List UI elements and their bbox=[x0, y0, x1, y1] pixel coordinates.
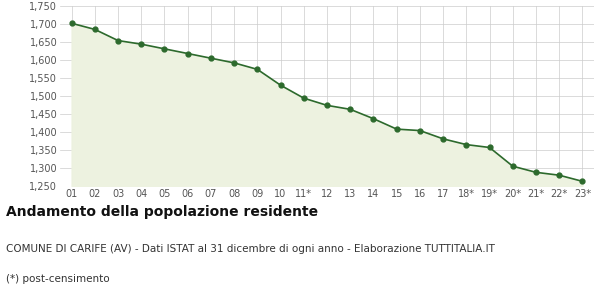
Text: (*) post-censimento: (*) post-censimento bbox=[6, 274, 110, 284]
Text: COMUNE DI CARIFE (AV) - Dati ISTAT al 31 dicembre di ogni anno - Elaborazione TU: COMUNE DI CARIFE (AV) - Dati ISTAT al 31… bbox=[6, 244, 495, 254]
Text: Andamento della popolazione residente: Andamento della popolazione residente bbox=[6, 205, 318, 219]
